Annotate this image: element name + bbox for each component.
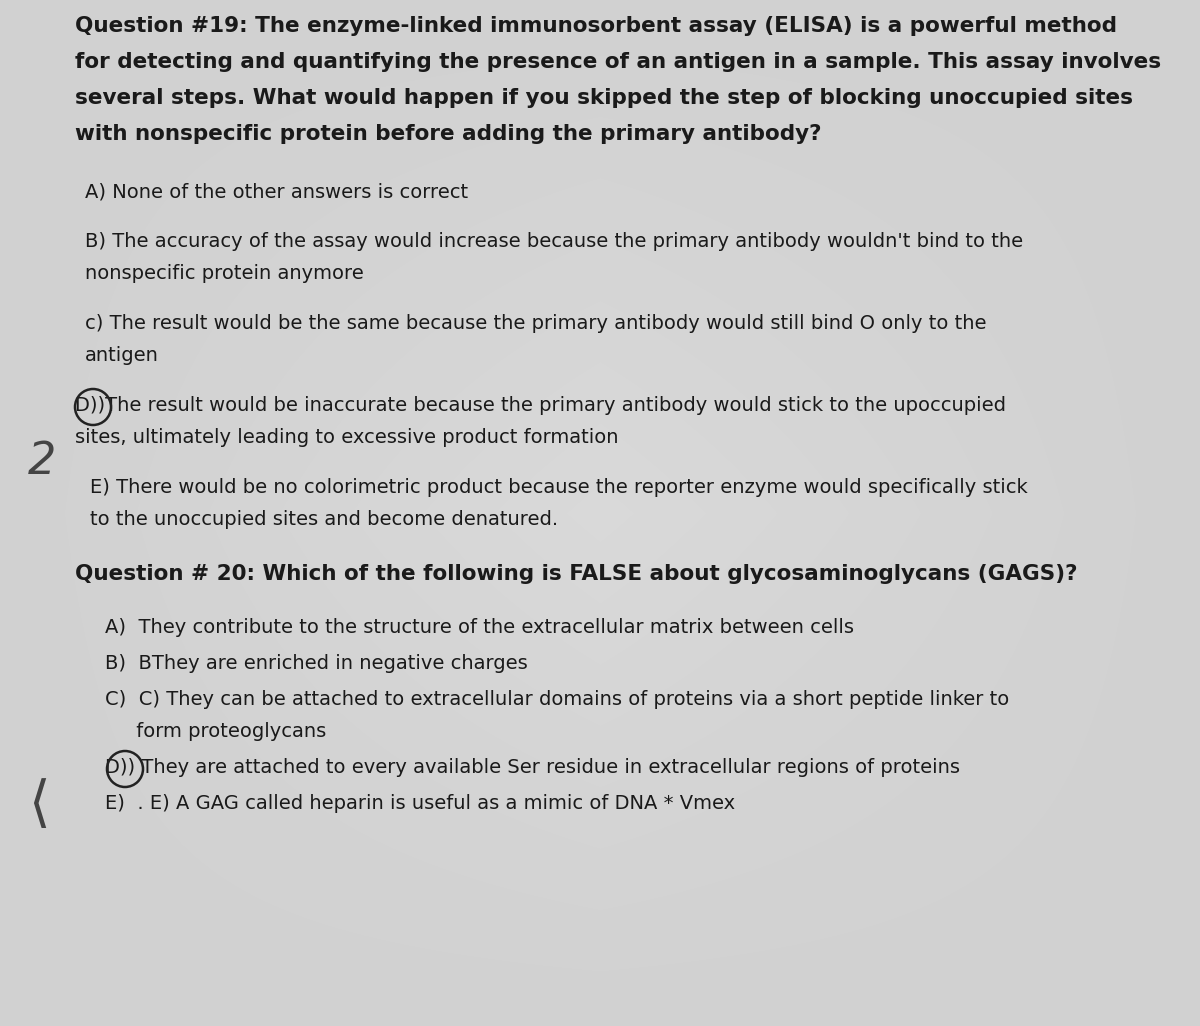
Text: to the unoccupied sites and become denatured.: to the unoccupied sites and become denat… [90, 510, 558, 529]
Text: sites, ultimately leading to excessive product formation: sites, ultimately leading to excessive p… [74, 428, 618, 447]
Text: D)) They are attached to every available Ser residue in extracellular regions of: D)) They are attached to every available… [106, 758, 960, 777]
Text: for detecting and quantifying the presence of an antigen in a sample. This assay: for detecting and quantifying the presen… [74, 52, 1162, 72]
Text: 2: 2 [28, 439, 56, 482]
Text: several steps. What would happen if you skipped the step of blocking unoccupied : several steps. What would happen if you … [74, 88, 1133, 108]
Text: E) There would be no colorimetric product because the reporter enzyme would spec: E) There would be no colorimetric produc… [90, 478, 1027, 497]
Text: D))The result would be inaccurate because the primary antibody would stick to th: D))The result would be inaccurate becaus… [74, 396, 1006, 415]
Text: A) None of the other answers is correct: A) None of the other answers is correct [85, 182, 468, 201]
Text: B)  BThey are enriched in negative charges: B) BThey are enriched in negative charge… [106, 654, 528, 673]
Text: with nonspecific protein before adding the primary antibody?: with nonspecific protein before adding t… [74, 124, 822, 144]
Text: B) The accuracy of the assay would increase because the primary antibody wouldn': B) The accuracy of the assay would incre… [85, 232, 1024, 251]
Text: A)  They contribute to the structure of the extracellular matrix between cells: A) They contribute to the structure of t… [106, 618, 854, 637]
Text: Question #19: The enzyme-linked immunosorbent assay (ELISA) is a powerful method: Question #19: The enzyme-linked immunoso… [74, 16, 1117, 36]
Text: Question # 20: Which of the following is FALSE about glycosaminoglycans (GAGS)?: Question # 20: Which of the following is… [74, 564, 1078, 584]
Text: E)  . E) A GAG called heparin is useful as a mimic of DNA * Vmex: E) . E) A GAG called heparin is useful a… [106, 794, 736, 813]
Text: c) The result would be the same because the primary antibody would still bind O : c) The result would be the same because … [85, 314, 986, 333]
Text: C)  C) They can be attached to extracellular domains of proteins via a short pep: C) C) They can be attached to extracellu… [106, 690, 1009, 709]
Text: antigen: antigen [85, 346, 158, 365]
Text: form proteoglycans: form proteoglycans [106, 722, 326, 741]
Text: nonspecific protein anymore: nonspecific protein anymore [85, 264, 364, 283]
Text: ⟨: ⟨ [28, 779, 49, 833]
